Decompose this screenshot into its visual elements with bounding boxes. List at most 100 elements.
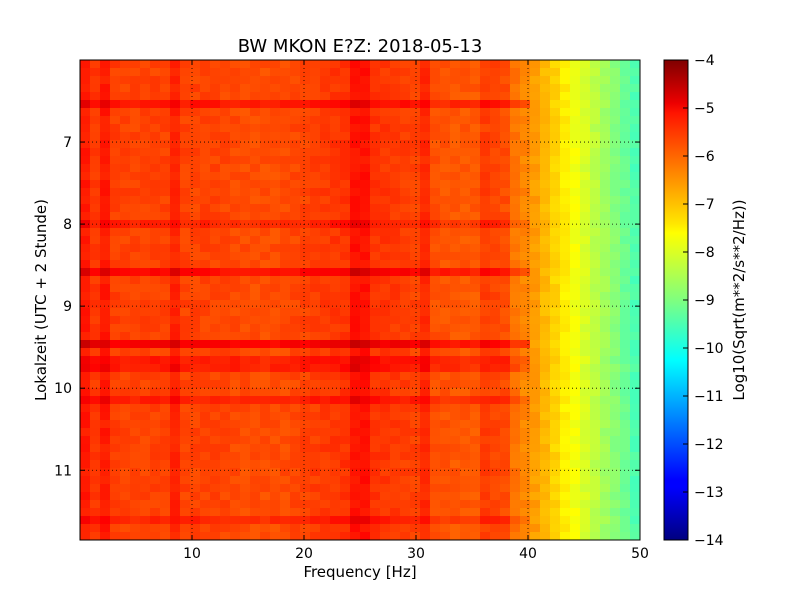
heatmap-cell — [330, 228, 341, 237]
heatmap-cell — [550, 436, 561, 445]
heatmap-cell — [400, 68, 411, 77]
heatmap-cell — [170, 188, 181, 197]
heatmap-cell — [490, 140, 501, 149]
heatmap-cell — [330, 164, 341, 173]
heatmap-cell — [310, 60, 321, 69]
heatmap-cell — [580, 268, 591, 277]
heatmap-cell — [270, 60, 281, 69]
heatmap-cell — [80, 100, 91, 109]
heatmap-cell — [300, 332, 311, 341]
heatmap-cell — [140, 308, 151, 317]
heatmap-cell — [120, 188, 131, 197]
heatmap-cell — [400, 292, 411, 301]
heatmap-cell — [200, 300, 211, 309]
heatmap-cell — [440, 76, 451, 85]
heatmap-cell — [490, 308, 501, 317]
heatmap-cell — [190, 108, 201, 117]
heatmap-cell — [610, 292, 621, 301]
heatmap-cell — [240, 396, 251, 405]
heatmap-cell — [220, 348, 231, 357]
heatmap-cell — [230, 156, 241, 165]
heatmap-cell — [270, 332, 281, 341]
heatmap-cell — [120, 60, 131, 69]
heatmap-cell — [620, 116, 631, 125]
heatmap-cell — [310, 300, 321, 309]
heatmap-cell — [290, 140, 301, 149]
heatmap-cell — [500, 268, 511, 277]
heatmap-cell — [290, 276, 301, 285]
heatmap-cell — [400, 444, 411, 453]
heatmap-cell — [110, 180, 121, 189]
heatmap-cell — [590, 324, 601, 333]
heatmap-cell — [580, 76, 591, 85]
heatmap-cell — [410, 420, 421, 429]
heatmap-cell — [260, 164, 271, 173]
heatmap-cell — [240, 124, 251, 133]
heatmap-cell — [600, 396, 611, 405]
heatmap-cell — [550, 180, 561, 189]
heatmap-cell — [610, 180, 621, 189]
heatmap-cell — [130, 116, 141, 125]
heatmap-cell — [610, 220, 621, 229]
heatmap-cell — [180, 212, 191, 221]
heatmap-cell — [450, 92, 461, 101]
heatmap-cell — [400, 148, 411, 157]
heatmap-cell — [250, 204, 261, 213]
heatmap-cell — [510, 60, 521, 69]
heatmap-cell — [180, 132, 191, 141]
heatmap-cell — [470, 100, 481, 109]
heatmap-cell — [580, 324, 591, 333]
heatmap-cell — [170, 108, 181, 117]
heatmap-cell — [140, 140, 151, 149]
heatmap-cell — [550, 276, 561, 285]
heatmap-cell — [580, 140, 591, 149]
heatmap-cell — [100, 436, 111, 445]
heatmap-cell — [430, 276, 441, 285]
heatmap-cell — [360, 300, 371, 309]
heatmap-cell — [580, 444, 591, 453]
heatmap-cell — [620, 364, 631, 373]
heatmap-cell — [190, 436, 201, 445]
heatmap-cell — [140, 380, 151, 389]
heatmap-cell — [610, 252, 621, 261]
heatmap-cell — [540, 268, 551, 277]
heatmap-cell — [390, 324, 401, 333]
heatmap-cell — [350, 172, 361, 181]
heatmap-cell — [620, 220, 631, 229]
heatmap-cell — [550, 324, 561, 333]
heatmap-cell — [380, 100, 391, 109]
heatmap-cell — [610, 212, 621, 221]
heatmap-cell — [90, 132, 101, 141]
heatmap-cell — [630, 172, 640, 181]
heatmap-cell — [160, 284, 171, 293]
heatmap-cell — [350, 364, 361, 373]
heatmap-cell — [580, 116, 591, 125]
heatmap-cell — [270, 316, 281, 325]
heatmap-cell — [420, 124, 431, 133]
heatmap-cell — [480, 124, 491, 133]
heatmap-cell — [320, 292, 331, 301]
heatmap-cell — [90, 484, 101, 493]
heatmap-cell — [140, 292, 151, 301]
heatmap-cell — [590, 92, 601, 101]
heatmap-cell — [230, 396, 241, 405]
heatmap-cell — [370, 60, 381, 69]
heatmap-cell — [80, 412, 91, 421]
heatmap-cell — [160, 500, 171, 509]
heatmap-cell — [580, 460, 591, 469]
heatmap-cell — [90, 212, 101, 221]
heatmap-cell — [600, 100, 611, 109]
heatmap-cell — [310, 356, 321, 365]
heatmap-cell — [560, 260, 571, 269]
heatmap-cell — [260, 124, 271, 133]
heatmap-cell — [240, 260, 251, 269]
heatmap-cell — [210, 172, 221, 181]
heatmap-cell — [600, 508, 611, 517]
heatmap-cell — [230, 292, 241, 301]
heatmap-cell — [530, 92, 541, 101]
heatmap-cell — [230, 68, 241, 77]
heatmap-cell — [80, 468, 91, 477]
heatmap-cell — [390, 444, 401, 453]
heatmap-cell — [420, 492, 431, 501]
heatmap-cell — [610, 348, 621, 357]
